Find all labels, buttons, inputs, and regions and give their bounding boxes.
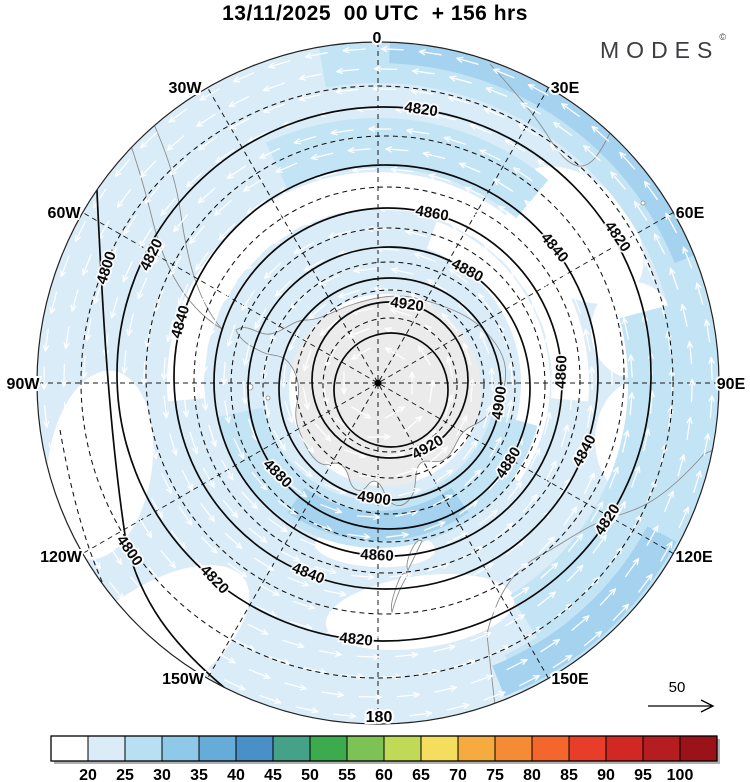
islet [265, 395, 271, 401]
contour-dashed-4850 [193, 186, 581, 574]
meridian-line [207, 87, 549, 679]
contour-solid-4820 [116, 106, 652, 642]
colorbar-tick-label: 95 [634, 767, 652, 782]
colorbar-cell [420, 735, 459, 762]
brand-mark: © [719, 32, 726, 42]
colorbar-cell [272, 735, 311, 762]
colorbar: 20 25 30 35 40 45 50 55 60 65 70 75 80 85 90 95 100 [50, 735, 720, 782]
colorbar-tick-label: 60 [375, 767, 393, 782]
colorbar-tick-label: 25 [116, 767, 134, 782]
colorbar-tick-label: 100 [667, 767, 694, 782]
colorbar-tick-label: 75 [486, 767, 504, 782]
shading-deep-arc [492, 526, 677, 697]
map-boundary [36, 41, 720, 725]
longitude-label: 60W [48, 205, 82, 222]
longitude-label: 60E [676, 205, 705, 222]
contour-dashed-4930 [322, 317, 458, 453]
brand-logo: MODES© [600, 32, 726, 64]
australia-coastline [486, 429, 719, 724]
longitude-label: 90E [717, 376, 746, 393]
contour-solid-4940 [333, 332, 449, 448]
meridian-line [207, 87, 549, 679]
contour-solid-4920 [311, 301, 469, 459]
contour-solid-4860 [213, 207, 563, 557]
colorbar-tick-label: 85 [560, 767, 578, 782]
longitude-label: 180 [366, 709, 393, 726]
colorbar-cell [642, 735, 681, 762]
contour-solid-4900 [278, 277, 502, 501]
colorbar-frame [50, 735, 718, 762]
colorbar-tick-label: 40 [227, 767, 245, 782]
longitude-label: 120W [40, 549, 83, 566]
colorbar-cell [124, 735, 163, 762]
wind-reference-arrow [648, 699, 715, 713]
longitude-label: 150W [162, 671, 205, 688]
colorbar-tick-label: 45 [264, 767, 282, 782]
colorbar-cell [50, 735, 89, 762]
shading-gap [325, 573, 515, 651]
contour-dashed-4810 [80, 85, 674, 679]
contour-dashed-4910 [295, 289, 485, 479]
colorbar-cell [383, 735, 422, 762]
antarctica-coastline [235, 295, 507, 506]
colorbar-tick-label: 30 [153, 767, 171, 782]
colorbar-cell [605, 735, 644, 762]
colorbar-tick-label: 65 [412, 767, 430, 782]
meridian-line [82, 212, 674, 554]
colorbar-cell [87, 735, 126, 762]
contour-dashed-4890 [262, 261, 516, 515]
contour-label: 4820 [339, 629, 374, 649]
colorbar-cell [309, 735, 348, 762]
colorbar-cell [457, 735, 496, 762]
colorbar-cell [161, 735, 200, 762]
longitude-label: 150E [551, 671, 589, 688]
shading-gap [46, 370, 154, 560]
new-zealand-coastline [406, 539, 423, 571]
contour-solid-4880 [247, 246, 531, 530]
colorbar-tick-label: 70 [449, 767, 467, 782]
wind-reference-label: 50 [669, 679, 686, 696]
colorbar-cell [346, 735, 385, 762]
contour-solid-4840 [173, 164, 599, 590]
contour-solid-4800 [94, 149, 233, 695]
shading-gap-arc [426, 221, 551, 482]
colorbar-cell [568, 735, 607, 762]
colorbar-tick-label: 80 [523, 767, 541, 782]
brand-text: MODES [600, 37, 720, 63]
shading-gap-arc [167, 172, 589, 402]
pole-marker [374, 379, 382, 387]
colorbar-tick-label: 50 [301, 767, 319, 782]
contour-label: 4860 [552, 355, 570, 389]
shading-deep-arc [389, 42, 695, 264]
colorbar-tick-label: 35 [190, 767, 208, 782]
colorbar-cell [494, 735, 533, 762]
islet [640, 200, 646, 206]
contour-dashed-4870 [230, 227, 546, 543]
colorbar-tick-label: 55 [338, 767, 356, 782]
shading-mid-arc [510, 304, 682, 640]
contour-dashed-4830 [145, 135, 625, 615]
longitude-label: 30W [169, 80, 203, 97]
meridian-line [82, 212, 674, 554]
page-title: 13/11/2025 00 UTC + 156 hrs [222, 2, 528, 25]
colorbar-cell [235, 735, 274, 762]
wind-reference: 50 [648, 679, 715, 713]
colorbar-tick-label: 20 [79, 767, 97, 782]
contour-label: 4900 [356, 488, 391, 509]
longitude-label: 30E [551, 80, 580, 97]
wind-arrows [40, 45, 715, 720]
colorbar-cell [198, 735, 237, 762]
shading-mid-arc [266, 117, 549, 219]
colorbar-cell [531, 735, 570, 762]
contour-label: 4860 [360, 546, 394, 565]
longitude-label: 120E [675, 549, 713, 566]
longitude-label: 90W [7, 376, 41, 393]
colorbar-cell [679, 735, 718, 762]
longitude-label: 0 [373, 30, 382, 47]
colorbar-tick-label: 90 [597, 767, 615, 782]
